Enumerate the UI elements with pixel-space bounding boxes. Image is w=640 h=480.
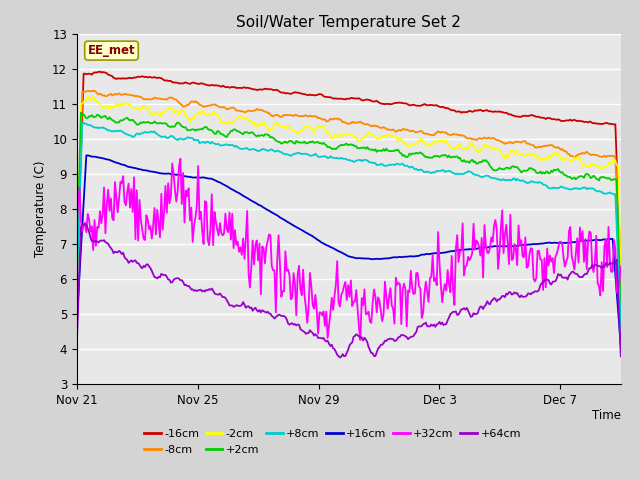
Text: Time: Time <box>592 408 621 421</box>
Title: Soil/Water Temperature Set 2: Soil/Water Temperature Set 2 <box>236 15 461 30</box>
Text: EE_met: EE_met <box>88 44 135 57</box>
Y-axis label: Temperature (C): Temperature (C) <box>33 160 47 257</box>
Legend: -16cm, -8cm, -2cm, +2cm, +8cm, +16cm, +32cm, +64cm: -16cm, -8cm, -2cm, +2cm, +8cm, +16cm, +3… <box>140 425 525 459</box>
